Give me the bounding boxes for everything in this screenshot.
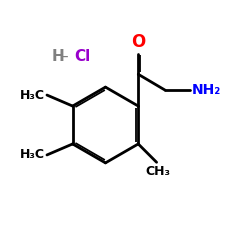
Text: H₃C: H₃C — [20, 88, 45, 102]
Text: –: – — [60, 49, 68, 64]
Text: O: O — [131, 32, 146, 50]
Text: CH₃: CH₃ — [145, 165, 170, 178]
Text: Cl: Cl — [74, 49, 90, 64]
Text: H₃C: H₃C — [20, 148, 45, 162]
Text: NH₂: NH₂ — [192, 83, 221, 97]
Text: H: H — [51, 49, 64, 64]
